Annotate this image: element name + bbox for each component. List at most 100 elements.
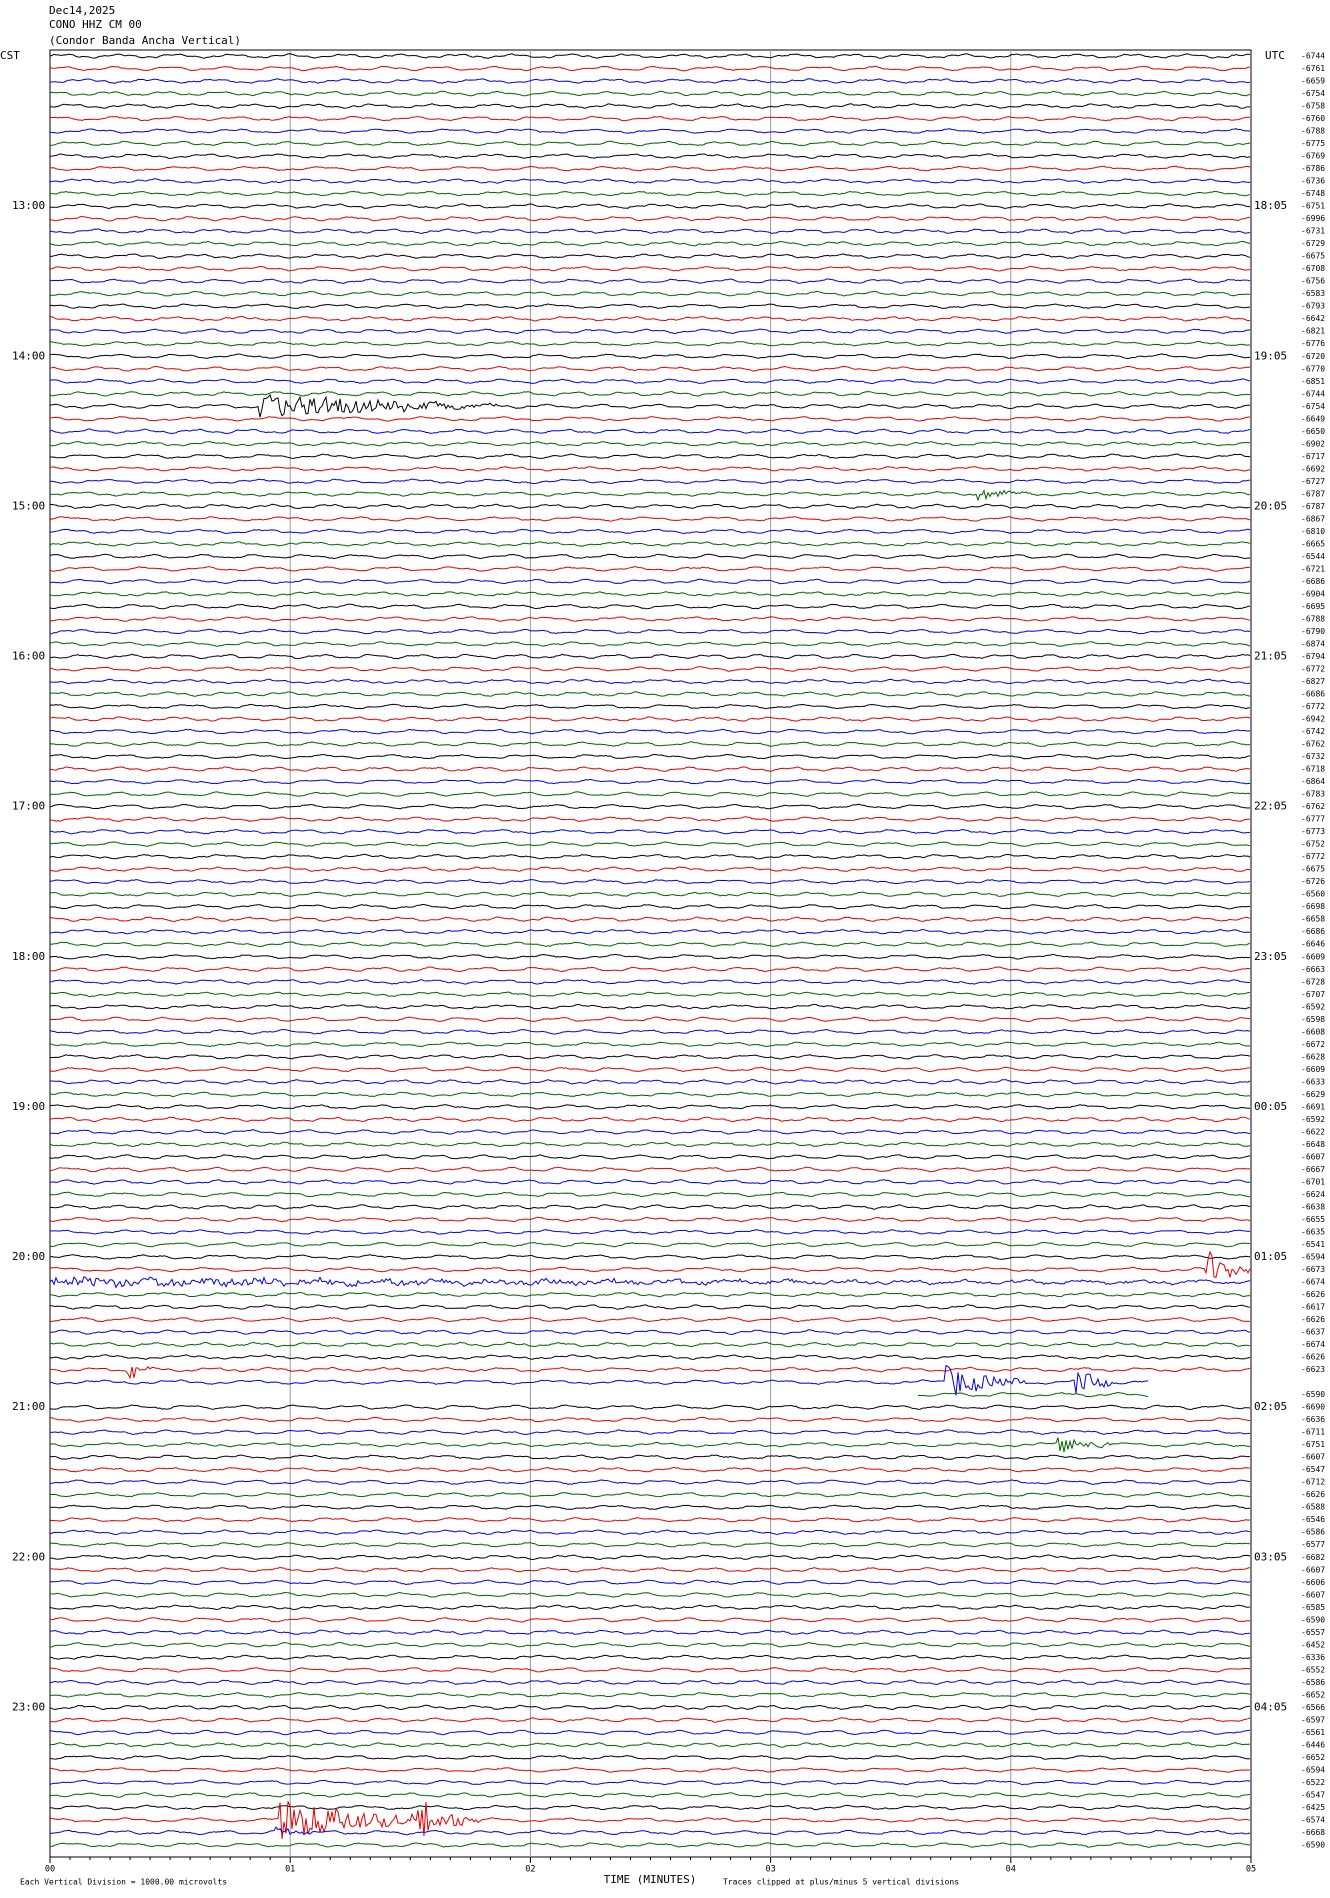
right-time-label: 21:05 xyxy=(1254,650,1287,663)
trace-value: -6783 xyxy=(1301,790,1325,799)
trace xyxy=(49,1216,1251,1223)
trace xyxy=(49,1365,1251,1380)
trace xyxy=(49,828,1251,835)
trace xyxy=(49,265,1251,272)
x-axis-label: TIME (MINUTES) xyxy=(604,1873,697,1886)
trace-value: -6690 xyxy=(1301,1403,1325,1412)
left-time-label: 13:00 xyxy=(12,199,45,212)
trace xyxy=(49,753,1251,760)
trace xyxy=(49,1666,1251,1673)
trace xyxy=(49,78,1251,84)
trace xyxy=(49,1416,1251,1423)
trace-value: -6760 xyxy=(1301,114,1325,123)
left-time-label: 16:00 xyxy=(12,650,45,663)
trace-value: -6718 xyxy=(1301,765,1325,774)
description: (Condor Banda Ancha Vertical) xyxy=(49,34,241,47)
trace xyxy=(49,1692,1251,1698)
trace-value: -6942 xyxy=(1301,715,1325,724)
trace-value: -6821 xyxy=(1301,327,1325,336)
trace xyxy=(49,1541,1251,1548)
trace xyxy=(49,1641,1251,1648)
trace xyxy=(49,1154,1251,1160)
trace xyxy=(49,728,1251,735)
trace xyxy=(49,1704,1251,1711)
trace-value: -6751 xyxy=(1301,202,1325,211)
trace xyxy=(49,303,1251,310)
trace xyxy=(49,315,1251,322)
trace xyxy=(49,1404,1251,1410)
trace xyxy=(49,1329,1251,1335)
trace-value: -6648 xyxy=(1301,1140,1325,1149)
trace xyxy=(49,278,1251,284)
trace-value: -6607 xyxy=(1301,1152,1325,1161)
trace xyxy=(49,165,1251,172)
trace-value: -6626 xyxy=(1301,1315,1325,1324)
trace xyxy=(49,1066,1250,1073)
trace-value: -6729 xyxy=(1301,239,1325,248)
trace xyxy=(49,1091,1251,1098)
trace-value: -6762 xyxy=(1301,802,1325,811)
left-time-label: 14:00 xyxy=(12,349,45,362)
trace xyxy=(49,1767,1251,1773)
right-time-label: 19:05 xyxy=(1254,349,1287,362)
trace-value: -6674 xyxy=(1301,1340,1325,1349)
trace-value: -6652 xyxy=(1301,1690,1325,1699)
trace-value: -6658 xyxy=(1301,915,1325,924)
trace-value: -6727 xyxy=(1301,477,1325,486)
trace xyxy=(49,578,1251,585)
trace-value: -6728 xyxy=(1301,977,1325,986)
trace-value: -6336 xyxy=(1301,1653,1325,1662)
trace-value: -6586 xyxy=(1301,1678,1325,1687)
left-time-label: 15:00 xyxy=(12,499,45,512)
trace-value: -6867 xyxy=(1301,514,1325,523)
trace-value: -6560 xyxy=(1301,890,1325,899)
trace-value: -6607 xyxy=(1301,1590,1325,1599)
trace xyxy=(49,904,1251,910)
trace xyxy=(49,1354,1251,1360)
trace xyxy=(49,1566,1251,1573)
trace xyxy=(49,966,1251,973)
trace xyxy=(49,1275,1251,1289)
trace-value: -6650 xyxy=(1301,427,1325,436)
trace xyxy=(49,153,1251,160)
trace xyxy=(49,1826,1251,1836)
trace-value: -6761 xyxy=(1301,64,1325,73)
trace-value: -6623 xyxy=(1301,1365,1325,1374)
right-time-label: 02:05 xyxy=(1254,1400,1287,1413)
trace xyxy=(49,1801,1251,1840)
trace xyxy=(49,1437,1251,1453)
trace xyxy=(49,65,1251,72)
right-time-label: 22:05 xyxy=(1254,800,1287,813)
x-tick-label: 00 xyxy=(45,1865,55,1875)
trace-value: -6522 xyxy=(1301,1778,1325,1787)
plot-frame xyxy=(49,49,1252,1858)
left-time-label: 19:00 xyxy=(12,1100,45,1113)
trace-value: -6544 xyxy=(1301,552,1325,561)
trace xyxy=(49,1754,1251,1760)
trace xyxy=(49,528,1251,535)
trace xyxy=(49,1304,1251,1310)
trace-value: -6646 xyxy=(1301,940,1325,949)
trace xyxy=(49,1104,1251,1110)
x-tick-label: 05 xyxy=(1246,1865,1256,1875)
trace-value: -6772 xyxy=(1301,852,1325,861)
trace-value: -6711 xyxy=(1301,1428,1325,1437)
trace xyxy=(49,128,1251,134)
trace xyxy=(49,1229,1251,1235)
trace-value: -6592 xyxy=(1301,1002,1325,1011)
trace-value: -6754 xyxy=(1301,89,1325,98)
trace xyxy=(49,1041,1251,1048)
trace xyxy=(49,1254,1251,1260)
trace xyxy=(49,353,1251,360)
date: Dec14,2025 xyxy=(49,4,115,17)
x-tick-label: 04 xyxy=(1006,1865,1016,1875)
trace-value: -6598 xyxy=(1301,1015,1325,1024)
trace xyxy=(50,1078,1251,1085)
trace xyxy=(49,203,1251,209)
trace xyxy=(49,953,1251,960)
right-time-label: 20:05 xyxy=(1254,499,1287,512)
trace xyxy=(49,816,1250,823)
trace xyxy=(49,1204,1251,1210)
trace xyxy=(49,390,1251,397)
